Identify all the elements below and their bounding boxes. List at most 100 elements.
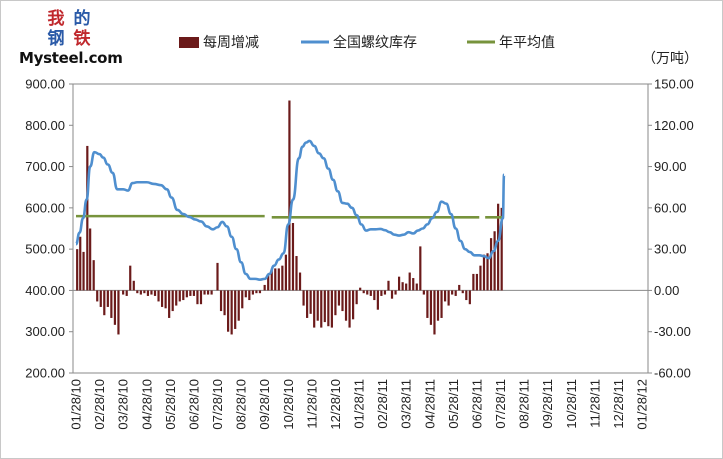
weekly-change-bar	[348, 290, 351, 328]
weekly-change-bar	[185, 290, 188, 298]
weekly-change-bar	[479, 265, 482, 291]
weekly-change-bar	[182, 290, 185, 301]
weekly-change-bar	[454, 290, 457, 296]
x-tick-label: 10/28/11	[564, 379, 579, 429]
weekly-change-bar	[291, 222, 295, 291]
x-tick-label: 01/28/11	[352, 379, 367, 429]
left-tick-label: 700.00	[25, 159, 65, 174]
x-tick-label: 02/28/11	[375, 379, 390, 429]
weekly-change-bar	[150, 290, 153, 295]
weekly-change-bar	[241, 290, 244, 309]
weekly-change-bar	[401, 282, 404, 291]
weekly-change-bar	[436, 290, 440, 321]
weekly-change-bar	[139, 290, 142, 295]
weekly-change-bar	[369, 290, 372, 296]
weekly-change-bar	[443, 290, 447, 302]
x-tick-label: 01/28/10	[69, 379, 84, 430]
x-tick-label: 03/28/10	[116, 379, 131, 430]
weekly-change-bar	[394, 290, 397, 295]
weekly-change-bar	[482, 254, 486, 291]
weekly-change-bar	[451, 290, 454, 295]
weekly-change-bar	[323, 290, 326, 323]
weekly-change-bar	[426, 290, 429, 318]
weekly-change-bar	[76, 249, 79, 291]
x-tick-label: 08/28/10	[234, 379, 249, 430]
weekly-change-bar	[125, 290, 128, 296]
x-tick-label: 04/28/11	[422, 379, 437, 429]
weekly-change-bar	[366, 290, 369, 295]
inventory-line-path	[74, 139, 506, 281]
plot-area	[72, 83, 649, 374]
weekly-change-bar	[171, 290, 174, 312]
weekly-change-bar	[263, 284, 266, 291]
weekly-change-bar	[359, 287, 362, 291]
weekly-change-bar	[164, 290, 167, 309]
weekly-change-bar	[132, 280, 135, 291]
left-axis-ticks: 200.00 300.00 400.00 500.00 600.00 700.00 800.…	[25, 77, 73, 381]
x-tick-label: 09/28/10	[257, 379, 272, 430]
annual-average-lines	[76, 214, 505, 219]
weekly-change-bar	[334, 290, 337, 316]
plot-border	[72, 83, 649, 374]
weekly-change-bar	[327, 290, 330, 327]
logo-wordmark: Mysteel.com	[19, 49, 123, 67]
weekly-change-bar	[390, 290, 394, 299]
weekly-change-bar	[234, 290, 237, 329]
mysteel-logo: 我 的 钢 铁 Mysteel.com	[19, 9, 129, 69]
weekly-change-bar	[422, 290, 425, 295]
weekly-change-bar	[168, 290, 171, 318]
weekly-change-bar	[397, 276, 401, 291]
left-tick-label: 800.00	[25, 118, 65, 133]
weekly-change-bar	[461, 290, 464, 294]
weekly-change-bar	[330, 290, 333, 328]
weekly-change-bar	[288, 100, 291, 291]
weekly-change-bar	[429, 290, 433, 325]
logo-chinese-mark: 我 的 钢 铁	[41, 9, 97, 53]
weekly-change-bar	[412, 278, 415, 291]
x-tick-label: 10/28/10	[281, 379, 296, 430]
legend-swatch-bar	[179, 37, 199, 48]
right-tick-label: 60.00	[654, 200, 687, 215]
x-axis-ticks: 01/28/10 02/28/10 03/28/10 04/28/10 05/28/10…	[69, 379, 650, 430]
weekly-change-bar	[143, 290, 146, 294]
weekly-change-bar	[160, 290, 164, 307]
weekly-change-bar	[258, 290, 262, 294]
weekly-change-bar	[284, 254, 287, 291]
weekly-change-bar	[486, 253, 489, 291]
weekly-change-bar	[189, 290, 192, 296]
logo-wordmark-lead: My	[19, 49, 44, 67]
weekly-change-bar	[344, 290, 348, 321]
weekly-change-bar	[175, 290, 178, 306]
weekly-change-bar	[433, 290, 436, 335]
x-tick-label: 12/28/11	[611, 379, 626, 429]
weekly-change-bar	[274, 268, 277, 291]
weekly-change-bar	[337, 290, 341, 306]
weekly-change-bar	[106, 290, 109, 307]
logo-char-1: 我	[47, 9, 65, 29]
weekly-change-bar	[192, 290, 196, 296]
weekly-change-bar	[316, 290, 319, 321]
weekly-change-bar	[277, 268, 280, 291]
x-tick-label: 08/28/11	[517, 379, 532, 429]
weekly-change-bar	[122, 290, 125, 295]
weekly-change-bar	[206, 290, 210, 295]
logo-char-4: 铁	[73, 29, 91, 49]
right-tick-label: 120.00	[654, 118, 694, 133]
weekly-change-bar	[146, 290, 150, 296]
weekly-change-bar	[341, 290, 344, 312]
weekly-change-bar	[270, 269, 273, 291]
x-tick-label: 11/28/11	[587, 379, 602, 428]
weekly-change-bar	[79, 236, 82, 291]
weekly-change-bar	[387, 280, 390, 291]
weekly-change-bar	[440, 290, 443, 318]
weekly-change-bar	[110, 290, 113, 318]
weekly-change-bar	[295, 256, 298, 291]
weekly-change-bar	[309, 290, 312, 314]
weekly-change-bar	[237, 290, 240, 321]
weekly-change-bar	[320, 290, 323, 328]
weekly-change-bar	[489, 238, 493, 291]
right-tick-label: 150.00	[654, 77, 694, 92]
weekly-change-bar	[117, 290, 120, 335]
weekly-change-bar	[408, 272, 411, 291]
left-tick-label: 400.00	[25, 283, 65, 298]
